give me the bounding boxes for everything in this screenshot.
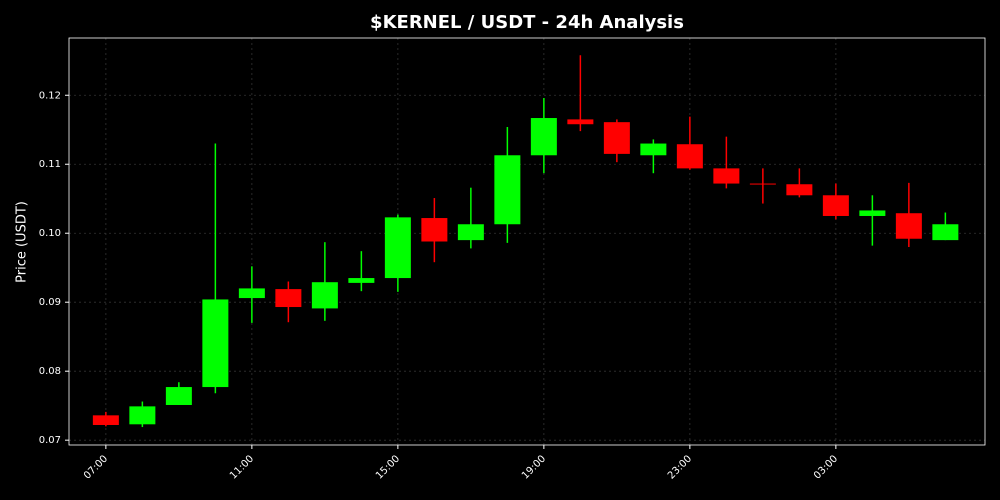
candle-body (932, 224, 959, 241)
candle-body (530, 118, 557, 156)
candle-body (384, 217, 411, 279)
candle-body (165, 387, 192, 405)
candle-body (603, 122, 630, 154)
plot-frame (68, 37, 986, 446)
candle-body (822, 195, 849, 216)
candle-body (92, 415, 119, 425)
y-tick-label: 0.12 (39, 90, 61, 101)
candle-body (895, 213, 922, 239)
candle-body (494, 155, 521, 225)
candle-body (567, 119, 594, 125)
y-axis-label: Price (USDT) (15, 201, 30, 283)
candle-body (421, 218, 448, 242)
candle-body (129, 406, 156, 425)
candle-body (640, 143, 667, 156)
candle-body (457, 224, 484, 241)
y-tick-label: 0.07 (39, 435, 61, 446)
candle-body (786, 184, 813, 196)
y-tick-label: 0.09 (39, 297, 61, 308)
candle-body (676, 144, 703, 169)
candle-body (348, 278, 375, 283)
y-tick-label: 0.11 (39, 159, 61, 170)
candle-body (202, 299, 229, 388)
candle-body (713, 168, 740, 184)
candle-body (275, 289, 302, 308)
y-tick-label: 0.08 (39, 366, 61, 377)
y-tick-label: 0.10 (39, 228, 61, 239)
chart-title: $KERNEL / USDT - 24h Analysis (370, 12, 684, 33)
candle-body (238, 288, 265, 299)
candle-body (749, 183, 776, 185)
candle-body (859, 210, 886, 216)
candle-body (311, 282, 338, 309)
